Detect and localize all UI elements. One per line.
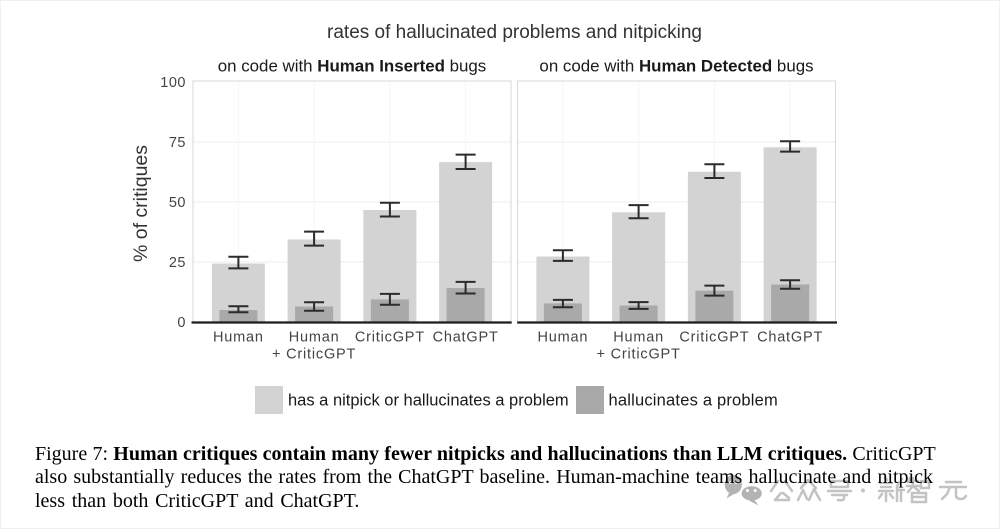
svg-text:Human: Human	[213, 330, 264, 346]
svg-text:CriticGPT: CriticGPT	[355, 330, 425, 346]
svg-text:25: 25	[169, 255, 186, 271]
svg-text:100: 100	[160, 75, 186, 91]
svg-text:50: 50	[169, 195, 186, 211]
svg-text:ChatGPT: ChatGPT	[433, 330, 499, 346]
svg-text:ChatGPT: ChatGPT	[757, 330, 823, 346]
svg-text:+ CriticGPT: + CriticGPT	[597, 347, 681, 363]
svg-text:rates of hallucinated problems: rates of hallucinated problems and nitpi…	[327, 22, 702, 43]
svg-text:Human: Human	[538, 330, 589, 346]
svg-text:Human: Human	[289, 330, 340, 346]
svg-text:on code with Human Inserted bu: on code with Human Inserted bugs	[218, 57, 487, 76]
svg-text:CriticGPT: CriticGPT	[679, 330, 749, 346]
svg-text:on code with Human Detected bu: on code with Human Detected bugs	[539, 57, 813, 76]
svg-text:has a nitpick or hallucinates: has a nitpick or hallucinates a problem	[288, 392, 569, 410]
svg-text:+ CriticGPT: + CriticGPT	[272, 347, 356, 363]
svg-text:hallucinates a problem: hallucinates a problem	[609, 392, 779, 410]
svg-text:75: 75	[169, 135, 186, 151]
svg-text:% of critiques: % of critiques	[130, 145, 152, 262]
svg-text:Human: Human	[613, 330, 664, 346]
svg-text:0: 0	[177, 315, 186, 331]
